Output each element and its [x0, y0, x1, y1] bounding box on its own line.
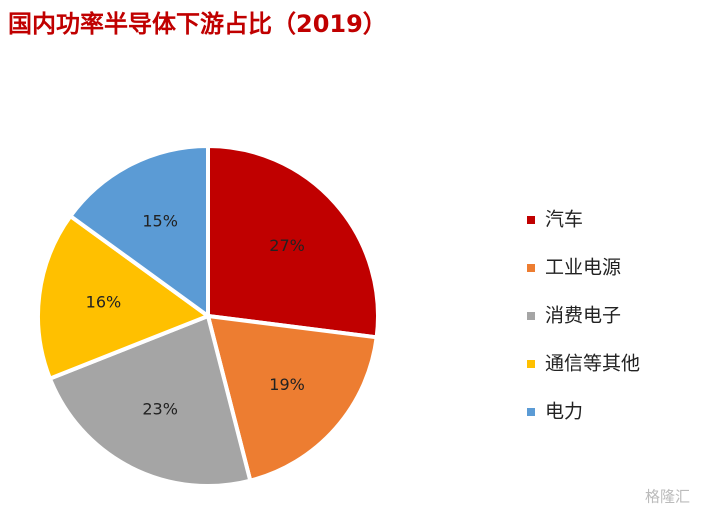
legend-marker [527, 360, 535, 368]
data-label: 19% [269, 375, 305, 394]
legend-label: 通信等其他 [545, 353, 640, 375]
data-label: 15% [142, 212, 178, 231]
pie-slice [47, 313, 253, 488]
legend-marker [527, 408, 535, 416]
legend-marker [527, 312, 535, 320]
pie-slice [206, 143, 380, 340]
legend-label: 工业电源 [545, 257, 621, 279]
legend-label: 汽车 [545, 209, 583, 231]
data-label: 16% [86, 292, 122, 311]
data-label: 27% [269, 236, 305, 255]
legend-marker [527, 264, 535, 272]
pie-slice [205, 313, 379, 484]
legend-label: 消费电子 [545, 305, 621, 327]
chart-title: 国内功率半导体下游占比（2019） [8, 10, 387, 38]
pie-slice [67, 143, 210, 320]
legend-label: 电力 [545, 401, 583, 423]
legend-marker [527, 216, 535, 224]
watermark: 格隆汇 [645, 488, 690, 506]
pie-slice [36, 213, 213, 382]
data-label: 23% [142, 399, 178, 418]
